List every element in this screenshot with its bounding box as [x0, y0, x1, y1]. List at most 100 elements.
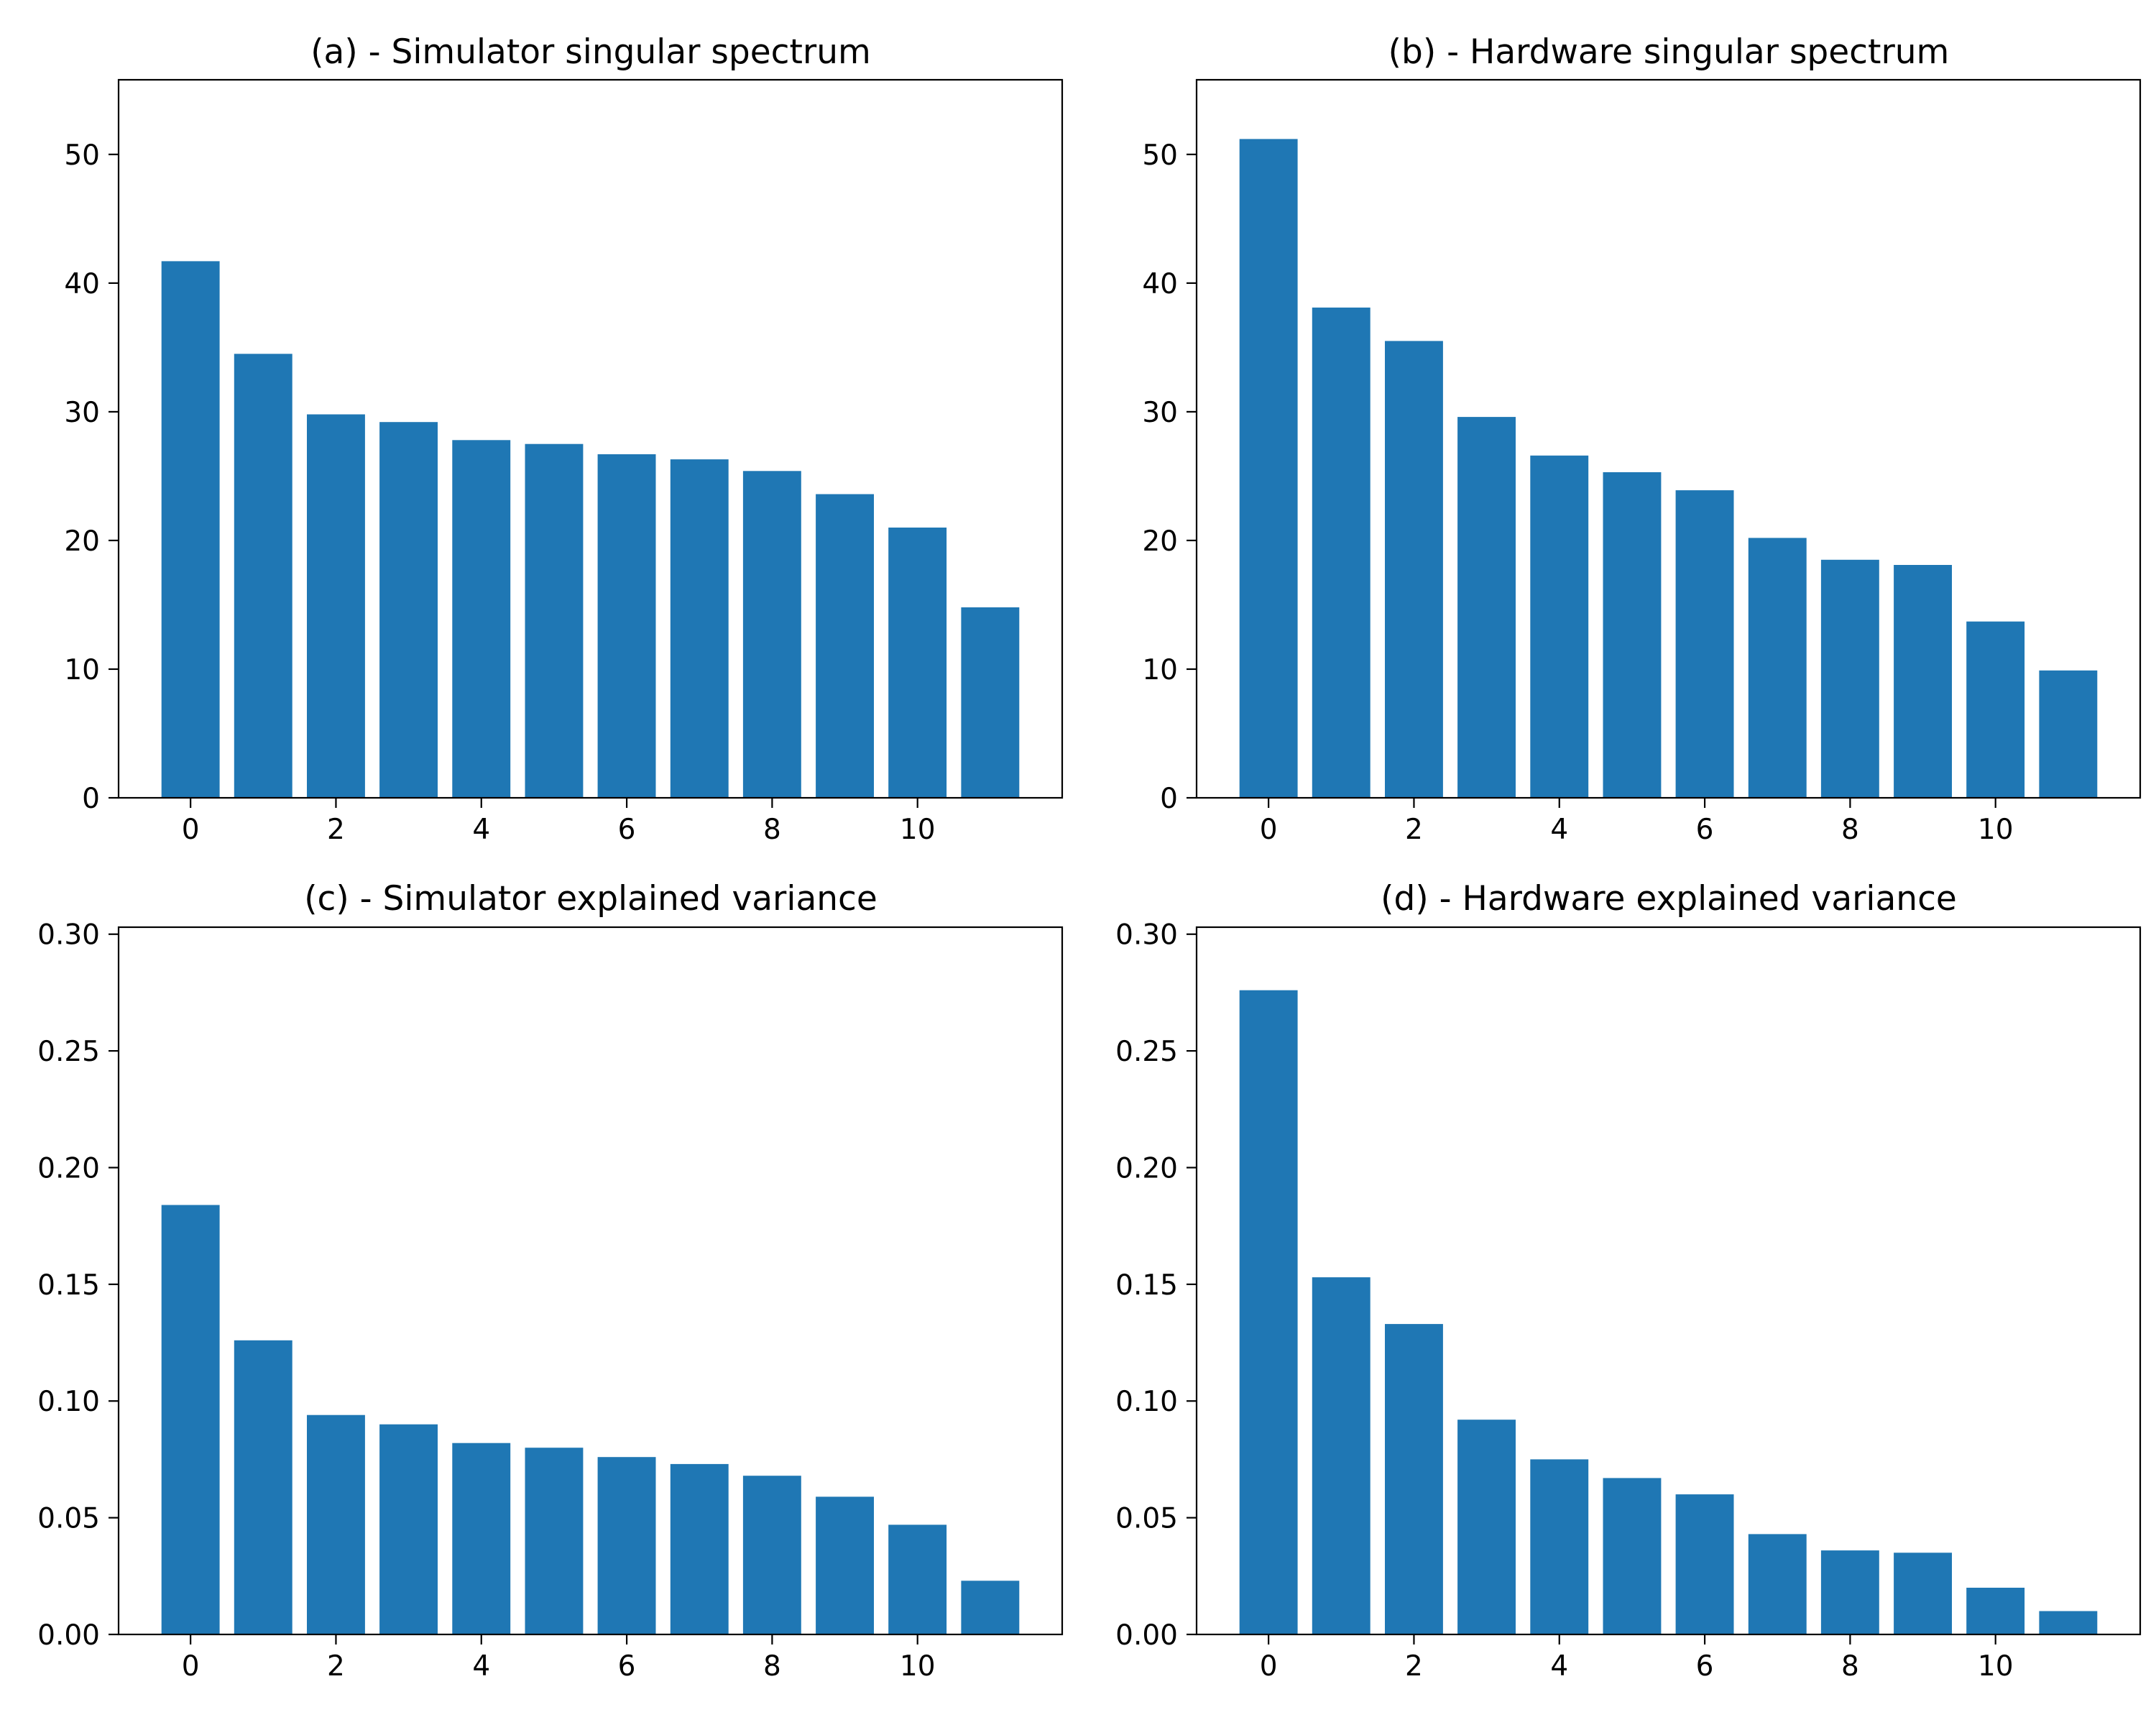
bar-c-9 — [816, 1496, 874, 1634]
subplot-a: (a) - Simulator singular spectrum 010203… — [64, 32, 1064, 846]
bar-b-4 — [1530, 455, 1589, 798]
bar-c-5 — [525, 1448, 584, 1634]
bar-a-6 — [597, 454, 656, 798]
subplot-c: (c) - Simulator explained variance 0.00 0… — [37, 879, 1064, 1683]
bar-c-7 — [670, 1463, 729, 1634]
y-tick-label-d: 0.15 — [1115, 1269, 1178, 1302]
bar-d-7 — [1748, 1534, 1807, 1634]
bar-c-10 — [888, 1524, 947, 1634]
x-tick-label-b: 4 — [1550, 814, 1568, 846]
bar-c-6 — [597, 1457, 656, 1634]
y-tick-label-d: 0.25 — [1115, 1036, 1178, 1068]
bar-b-1 — [1312, 307, 1370, 798]
x-tick-label-b: 8 — [1841, 814, 1859, 846]
plot-area-a: 0 10 20 30 40 50 0 2 4 6 8 10 — [64, 78, 1064, 846]
y-tick-label-b: 40 — [1142, 268, 1178, 300]
axes-spines-b — [1195, 78, 2142, 799]
x-tick-label-a: 4 — [472, 814, 490, 846]
bar-a-7 — [670, 459, 729, 798]
x-tick-label-c: 0 — [182, 1650, 200, 1683]
subplot-d: (d) - Hardware explained variance 0.000.… — [1115, 879, 2142, 1683]
chart-title-d: (d) - Hardware explained variance — [1381, 879, 1957, 919]
x-tick-label-d: 6 — [1696, 1650, 1714, 1683]
y-tick-label-b: 10 — [1142, 654, 1178, 686]
bar-d-10 — [1966, 1588, 2025, 1634]
y-tick-label-a: 50 — [64, 139, 100, 172]
x-tick-label-b: 6 — [1696, 814, 1714, 846]
x-tick-label-a: 0 — [182, 814, 200, 846]
axes-spines-c — [117, 926, 1064, 1636]
y-tick-label-b: 50 — [1142, 139, 1178, 172]
bar-a-1 — [234, 354, 292, 798]
bar-d-6 — [1675, 1494, 1734, 1634]
y-tick-label-b: 0 — [1160, 783, 1178, 815]
bar-a-5 — [525, 443, 584, 798]
y-tick-label-c: 0.25 — [37, 1036, 100, 1068]
bar-d-8 — [1820, 1550, 1879, 1634]
bar-a-4 — [452, 440, 511, 798]
bar-b-2 — [1385, 341, 1443, 798]
y-tick-label-a: 10 — [64, 654, 100, 686]
bar-d-3 — [1457, 1420, 1516, 1634]
x-tick-label-a: 2 — [327, 814, 345, 846]
y-tick-label-a: 30 — [64, 397, 100, 429]
x-tick-label-d: 8 — [1841, 1650, 1859, 1683]
x-tick-label-a: 8 — [763, 814, 781, 846]
bar-d-1 — [1312, 1277, 1370, 1634]
x-tick-label-d: 2 — [1405, 1650, 1423, 1683]
y-tick-label-c: 0.10 — [37, 1386, 100, 1418]
x-tick-label-c: 10 — [900, 1650, 936, 1683]
bar-b-11 — [2039, 670, 2098, 798]
bar-c-2 — [307, 1414, 365, 1634]
plot-area-d: 0.00 0.05 0.10 0.15 0.20 0.25 0.30 0 2 4 6 8 10 — [1115, 919, 2142, 1683]
x-tick-label-d: 10 — [1978, 1650, 2014, 1683]
chart-title-b: (b) - Hardware singular spectrum — [1388, 32, 1950, 72]
x-tick-label-c: 8 — [763, 1650, 781, 1683]
bar-c-3 — [379, 1424, 438, 1634]
bar-a-2 — [307, 414, 365, 798]
bar-c-0 — [161, 1205, 220, 1634]
bar-a-0 — [161, 261, 220, 798]
x-tick-label-d: 0 — [1260, 1650, 1278, 1683]
subplot-b: (b) - Hardware singular spectrum 0102030… — [1142, 32, 2142, 846]
bar-c-8 — [742, 1476, 801, 1634]
y-tick-label-c: 0.15 — [37, 1269, 100, 1302]
x-tick-label-c: 4 — [472, 1650, 490, 1683]
y-tick-label-c: 0.00 — [37, 1619, 100, 1652]
bar-d-5 — [1603, 1478, 1662, 1634]
y-tick-label-a: 0 — [82, 783, 100, 815]
bar-a-11 — [961, 607, 1020, 798]
y-tick-label-c: 0.30 — [37, 919, 100, 952]
bar-a-3 — [379, 422, 438, 798]
bar-d-2 — [1385, 1324, 1443, 1634]
x-tick-label-d: 4 — [1550, 1650, 1568, 1683]
chart-title-a: (a) - Simulator singular spectrum — [310, 32, 871, 72]
bar-d-9 — [1894, 1552, 1952, 1634]
y-tick-label-b: 30 — [1142, 397, 1178, 429]
bar-a-10 — [888, 528, 947, 798]
x-tick-label-c: 2 — [327, 1650, 345, 1683]
y-tick-label-c: 0.20 — [37, 1152, 100, 1184]
bar-d-0 — [1239, 990, 1298, 1634]
bar-a-8 — [742, 471, 801, 798]
y-tick-label-d: 0.30 — [1115, 919, 1178, 952]
y-tick-label-d: 0.05 — [1115, 1503, 1178, 1535]
y-tick-label-d: 0.10 — [1115, 1386, 1178, 1418]
bar-d-4 — [1530, 1459, 1589, 1634]
bar-b-6 — [1675, 490, 1734, 798]
chart-title-c: (c) - Simulator explained variance — [304, 879, 877, 919]
bar-b-3 — [1457, 417, 1516, 798]
bar-b-10 — [1966, 621, 2025, 798]
x-tick-label-b: 2 — [1405, 814, 1423, 846]
bar-a-9 — [816, 494, 874, 798]
bar-b-7 — [1748, 538, 1807, 798]
plot-area-c: 0.00 0.05 0.10 0.15 0.20 0.25 0.30 0 2 4 6 8 10 — [37, 919, 1064, 1683]
x-tick-label-b: 0 — [1260, 814, 1278, 846]
y-tick-label-b: 20 — [1142, 525, 1178, 558]
bar-b-8 — [1820, 559, 1879, 798]
bar-b-5 — [1603, 472, 1662, 798]
bar-d-11 — [2039, 1611, 2098, 1634]
x-tick-label-a: 10 — [900, 814, 936, 846]
bar-c-1 — [234, 1340, 292, 1634]
